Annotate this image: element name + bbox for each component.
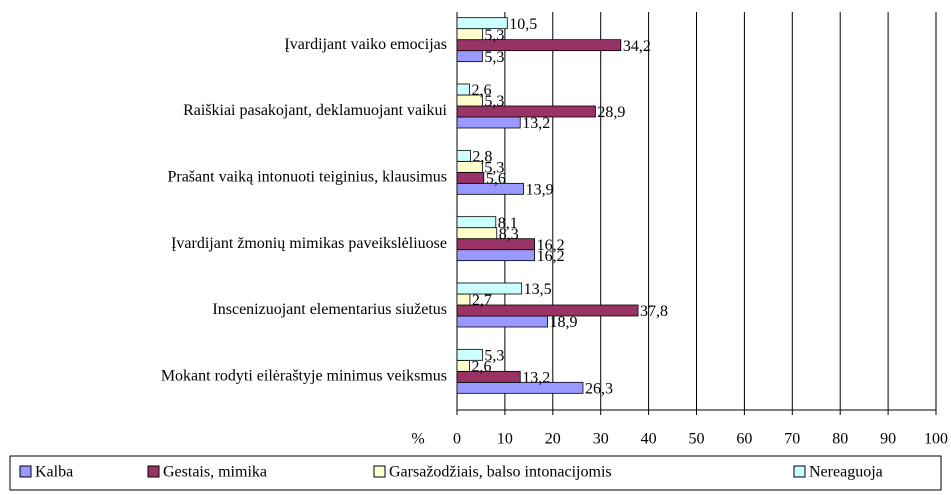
- value-label: 18,9: [550, 314, 578, 331]
- bar: [456, 370, 521, 383]
- bar: [456, 293, 471, 306]
- bar: [456, 105, 596, 118]
- bar: [456, 348, 483, 361]
- category-label: Įvardijant žmonių mimikas paveikslėliuos…: [171, 235, 447, 252]
- x-tick-label: 10: [497, 431, 513, 448]
- value-label: 37,8: [640, 303, 668, 320]
- value-label: 13,2: [522, 115, 550, 132]
- x-tick-label: 60: [736, 431, 752, 448]
- x-tick-label: 80: [832, 431, 848, 448]
- bar: [456, 149, 471, 162]
- bar: [456, 28, 483, 41]
- legend-swatch: [373, 465, 386, 478]
- legend-box: [9, 455, 942, 491]
- bar: [456, 50, 483, 63]
- x-tick-label: 100: [924, 431, 948, 448]
- category-label: Mokant rodyti eilėraštyje minimus veiksm…: [161, 368, 447, 385]
- bar: [456, 116, 521, 129]
- category-label: Prašant vaiką intonuoti teiginius, klaus…: [167, 169, 447, 186]
- value-label: 34,2: [623, 38, 651, 55]
- bar: [456, 249, 535, 262]
- value-label: 16,2: [537, 237, 565, 254]
- category-label: Inscenizuojant elementarius siužetus: [212, 301, 447, 318]
- bar: [456, 238, 535, 251]
- bar: [456, 83, 470, 96]
- x-tick-label: 20: [545, 431, 561, 448]
- value-label: 13,5: [524, 281, 552, 298]
- value-label: 5,3: [484, 348, 504, 365]
- bar: [456, 304, 639, 317]
- value-label: 13,2: [522, 370, 550, 387]
- x-tick-label: 50: [689, 431, 705, 448]
- bar: [456, 17, 508, 30]
- value-label: 26,3: [585, 381, 613, 398]
- value-label: 10,5: [509, 16, 537, 33]
- value-label: 2,6: [471, 359, 491, 376]
- value-label: 5,3: [484, 27, 504, 44]
- legend-label: Garsažodžiais, balso intonacijomis: [389, 464, 612, 481]
- bar: [456, 171, 485, 184]
- x-tick-label: 70: [784, 431, 800, 448]
- value-label: 8,1: [498, 215, 518, 232]
- category-label: Raiškiai pasakojant, deklamuojant vaikui: [183, 102, 447, 119]
- legend-label: Gestais, mimika: [163, 464, 267, 481]
- value-label: 2,7: [472, 292, 492, 309]
- x-tick-label: 90: [880, 431, 896, 448]
- legend-label: Nereaguoja: [809, 464, 883, 481]
- value-label: 5,3: [484, 160, 504, 177]
- x-axis-label: %: [411, 431, 424, 448]
- value-label: 5,3: [484, 49, 504, 66]
- bar: [456, 227, 498, 240]
- legend-label: Kalba: [35, 464, 73, 481]
- bar: [456, 315, 548, 328]
- legend-swatch: [19, 465, 32, 478]
- category-label: Įvardijant vaiko emocijas: [284, 36, 447, 53]
- bar: [456, 359, 470, 372]
- value-label: 2,6: [471, 82, 491, 99]
- legend-swatch: [793, 465, 806, 478]
- value-label: 16,2: [537, 248, 565, 265]
- x-tick-label: 40: [641, 431, 657, 448]
- x-tick-label: 0: [453, 431, 461, 448]
- bar: [456, 381, 584, 394]
- x-tick-label: 30: [593, 431, 609, 448]
- value-label: 5,3: [484, 93, 504, 110]
- value-label: 13,9: [526, 182, 554, 199]
- bar: [456, 39, 622, 52]
- value-label: 28,9: [597, 104, 625, 121]
- bar: [456, 216, 497, 229]
- bar: [456, 282, 523, 295]
- value-label: 2,8: [472, 149, 492, 166]
- value-label: 5,6: [486, 171, 506, 188]
- value-label: 8,3: [499, 226, 519, 243]
- bar: [456, 182, 524, 195]
- legend-swatch: [147, 465, 160, 478]
